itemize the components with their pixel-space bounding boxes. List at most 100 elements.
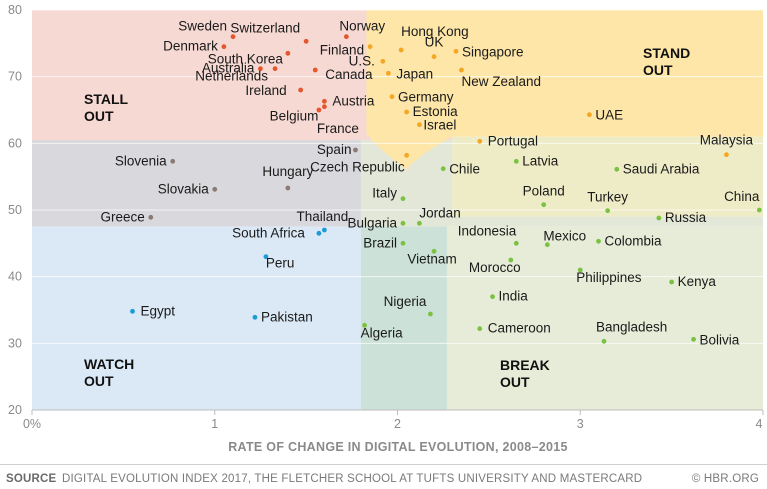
- label-vietnam: Vietnam: [407, 251, 456, 266]
- point-canada: [312, 67, 318, 73]
- point-finland: [367, 44, 373, 50]
- label-turkey: Turkey: [587, 190, 628, 205]
- point-hong-kong: [398, 47, 404, 53]
- point-ireland: [298, 87, 304, 93]
- label-slovenia: Slovenia: [115, 153, 167, 168]
- point-switzerland: [303, 38, 309, 44]
- y-tick-label: 70: [8, 70, 22, 84]
- y-tick-label: 20: [8, 403, 22, 417]
- stand-out-region: [366, 10, 763, 170]
- label-morocco: Morocco: [469, 260, 521, 275]
- label-malaysia: Malaysia: [700, 133, 754, 148]
- label-south-korea: South Korea: [208, 51, 284, 66]
- quadrant-labels: STALL OUT STAND OUT WATCH OUT BREAK OUT: [84, 45, 690, 390]
- label-italy: Italy: [372, 186, 397, 201]
- label-latvia: Latvia: [522, 153, 559, 168]
- label-israel: Israel: [423, 118, 456, 133]
- point-spain: [353, 147, 358, 153]
- label-uae: UAE: [595, 108, 623, 123]
- point-latvia: [513, 158, 519, 164]
- label-slovakia: Slovakia: [158, 181, 210, 196]
- label-bulgaria: Bulgaria: [347, 215, 397, 230]
- point-egypt: [130, 308, 135, 314]
- data-points: Sweden Switzerland Norway Hong Kong Denmark F…: [101, 19, 762, 347]
- point-greece: [148, 214, 154, 220]
- label-norway: Norway: [339, 19, 385, 34]
- quadrant-label: STAND OUT: [643, 45, 690, 78]
- point-pakistan: [252, 314, 258, 320]
- label-germany: Germany: [398, 90, 454, 105]
- label-algeria: Algeria: [361, 325, 404, 340]
- label-portugal: Portugal: [488, 133, 538, 148]
- x-tick-label: 0%: [23, 417, 41, 431]
- point-south-korea: [285, 50, 291, 56]
- point-jordan: [417, 220, 422, 226]
- label-estonia: Estonia: [413, 104, 459, 119]
- point-france: [316, 107, 322, 113]
- point-estonia: [404, 109, 410, 115]
- label-austria: Austria: [332, 93, 375, 108]
- label-canada: Canada: [325, 67, 373, 82]
- point-peru: [263, 254, 269, 260]
- label-bangladesh: Bangladesh: [596, 319, 667, 334]
- label-thailand: Thailand: [297, 209, 349, 224]
- x-tick-label: 3: [577, 417, 584, 431]
- source-text: DIGITAL EVOLUTION INDEX 2017, THE FLETCH…: [62, 473, 643, 485]
- stand-break-overlap-region: [452, 136, 763, 217]
- label-indonesia: Indonesia: [458, 223, 517, 238]
- point-denmark: [221, 44, 227, 50]
- label-jordan: Jordan: [419, 205, 460, 220]
- label-uk: UK: [425, 35, 444, 50]
- label-saudi-arabia: Saudi Arabia: [623, 161, 700, 176]
- point-vietnam: [431, 248, 437, 254]
- gridlines: [32, 9, 763, 411]
- label-singapore: Singapore: [462, 44, 524, 59]
- y-tick-label: 50: [8, 203, 22, 217]
- label-new-zealand: New Zealand: [461, 74, 541, 89]
- label-pakistan: Pakistan: [261, 309, 313, 324]
- point-china: [756, 207, 762, 213]
- label-poland: Poland: [523, 184, 565, 199]
- point-slovenia: [170, 158, 176, 164]
- point-slovakia: [212, 186, 218, 192]
- point-belgium: [322, 104, 327, 110]
- point-uae: [586, 112, 592, 118]
- y-tick-label: 30: [8, 336, 22, 350]
- label-denmark: Denmark: [163, 39, 218, 54]
- label-belgium: Belgium: [270, 109, 319, 124]
- label-philippines: Philippines: [576, 270, 642, 285]
- watch-break-overlap-region: [360, 226, 447, 410]
- label-switzerland: Switzerland: [230, 20, 300, 35]
- point-uk: [431, 54, 437, 60]
- point-russia: [656, 215, 662, 221]
- label-south-africa: South Africa: [232, 225, 305, 240]
- point-india: [490, 294, 495, 300]
- label-australia: Australia: [202, 61, 255, 76]
- label-u-s: U.S.: [349, 53, 375, 68]
- point-algeria: [362, 322, 368, 328]
- point-austria: [322, 98, 327, 104]
- point-bulgaria: [400, 220, 406, 226]
- point-colombia: [596, 238, 601, 244]
- point-czech-republic: [404, 152, 410, 158]
- point-sweden: [230, 34, 236, 40]
- y-tick-label: 40: [8, 270, 22, 284]
- point-brazil: [400, 240, 406, 246]
- label-sweden: Sweden: [178, 19, 227, 34]
- point-germany: [389, 94, 395, 100]
- point-netherlands: [272, 66, 278, 72]
- point-mexico: [544, 242, 550, 248]
- label-france: France: [317, 121, 359, 136]
- label-india: India: [499, 289, 529, 304]
- label-egypt: Egypt: [141, 303, 176, 318]
- footer: SOURCE DIGITAL EVOLUTION INDEX 2017, THE…: [0, 464, 767, 489]
- point-indonesia: [513, 240, 519, 246]
- point-norway: [343, 34, 349, 40]
- y-tick-label: 80: [8, 3, 22, 17]
- label-russia: Russia: [665, 210, 707, 225]
- quadrant-label: BREAK OUT: [500, 357, 550, 390]
- point-south-africa: [316, 230, 322, 236]
- label-nigeria: Nigeria: [384, 294, 427, 309]
- point-singapore: [453, 48, 459, 54]
